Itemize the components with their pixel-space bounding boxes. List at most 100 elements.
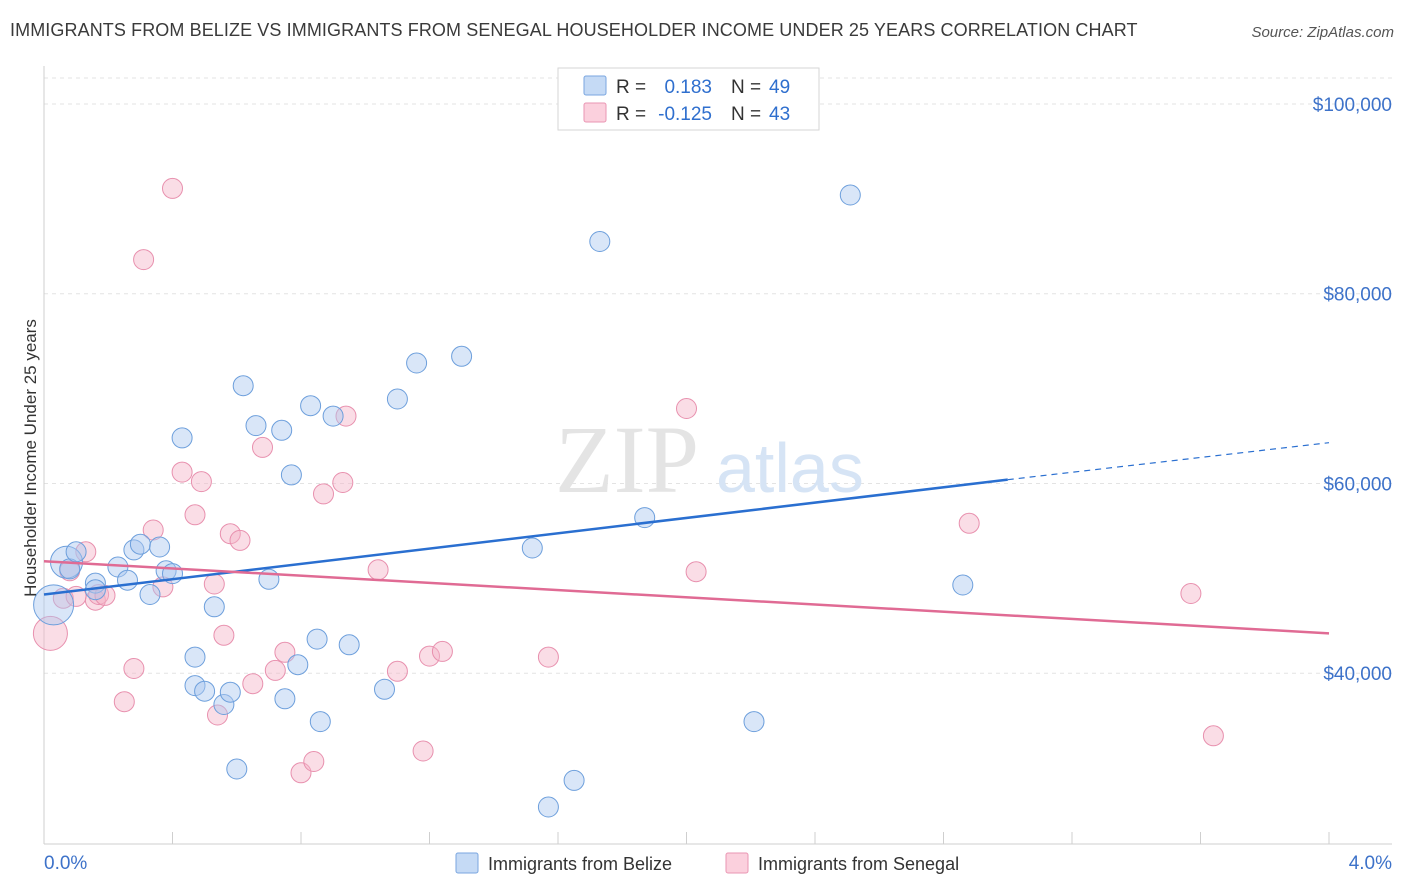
y-tick-labels: $40,000 $60,000 $80,000 $100,000 bbox=[1313, 95, 1392, 685]
senegal-point bbox=[685, 561, 707, 583]
senegal-point bbox=[313, 483, 334, 505]
axes bbox=[43, 66, 1392, 845]
belize-point bbox=[123, 539, 145, 561]
legend: R = 0.183 N = 49 R = -0.125 N = 43 bbox=[557, 67, 820, 131]
legend-swatch-senegal bbox=[583, 102, 607, 123]
senegal-point bbox=[207, 704, 228, 726]
senegal-point bbox=[142, 519, 164, 541]
belize-point bbox=[322, 405, 344, 427]
belize-point bbox=[171, 427, 193, 449]
senegal-point bbox=[264, 659, 286, 681]
belize-point bbox=[374, 678, 395, 700]
belize-point bbox=[451, 345, 473, 367]
belize-point bbox=[226, 758, 248, 780]
belize-point bbox=[743, 711, 765, 733]
senegal-point bbox=[162, 177, 183, 199]
belize-point bbox=[300, 395, 322, 417]
bottom-legend-swatch-belize bbox=[455, 852, 479, 874]
legend-r-value-belize: 0.183 bbox=[664, 77, 712, 98]
belize-point bbox=[309, 711, 331, 733]
belize-point bbox=[521, 537, 543, 559]
senegal-point bbox=[412, 740, 434, 762]
senegal-point bbox=[958, 512, 980, 534]
senegal-point bbox=[113, 691, 135, 713]
legend-n-value-belize: 49 bbox=[769, 77, 790, 98]
senegal-point bbox=[537, 646, 559, 668]
belize-points bbox=[33, 184, 974, 818]
legend-r-label-belize: R = bbox=[616, 77, 646, 98]
senegal-point bbox=[242, 673, 264, 695]
trend-lines bbox=[43, 442, 1330, 635]
belize-point bbox=[280, 464, 302, 486]
belize-point bbox=[129, 533, 151, 555]
senegal-point bbox=[133, 249, 155, 271]
belize-point bbox=[33, 584, 75, 626]
belize-point bbox=[338, 634, 360, 656]
senegal-point bbox=[431, 640, 453, 662]
bottom-legend: Immigrants from Belize Immigrants from S… bbox=[455, 852, 959, 874]
belize-point bbox=[287, 654, 309, 676]
senegal-point bbox=[203, 573, 225, 595]
bottom-legend-swatch-senegal bbox=[725, 852, 749, 874]
legend-swatch-belize bbox=[583, 75, 607, 96]
belize-point bbox=[203, 596, 225, 618]
belize-point bbox=[386, 388, 408, 410]
chart-title: IMMIGRANTS FROM BELIZE VS IMMIGRANTS FRO… bbox=[10, 20, 1138, 40]
belize-point bbox=[232, 375, 254, 397]
watermark-atlas: atlas bbox=[716, 429, 864, 507]
bottom-legend-label-senegal: Immigrants from Senegal bbox=[758, 854, 959, 874]
senegal-point bbox=[1202, 725, 1224, 747]
belize-point bbox=[537, 796, 559, 818]
senegal-point bbox=[190, 471, 212, 493]
belize-point bbox=[589, 231, 611, 252]
y-tick-label: $40,000 bbox=[1323, 664, 1392, 685]
belize-trend-line bbox=[43, 478, 1008, 596]
senegal-point bbox=[386, 660, 408, 682]
senegal-point bbox=[419, 645, 440, 667]
belize-point bbox=[271, 419, 293, 441]
senegal-point bbox=[32, 615, 68, 651]
senegal-point bbox=[303, 751, 325, 772]
senegal-point bbox=[171, 461, 193, 483]
belize-point bbox=[194, 680, 216, 702]
legend-n-label-senegal: N = bbox=[731, 104, 761, 125]
y-tick-label: $60,000 bbox=[1323, 474, 1392, 495]
belize-point bbox=[952, 574, 974, 596]
belize-point bbox=[406, 352, 428, 374]
belize-point bbox=[245, 415, 267, 437]
belize-point bbox=[213, 694, 235, 715]
senegal-point bbox=[123, 658, 145, 679]
senegal-point bbox=[676, 398, 697, 419]
y-tick-label: $80,000 bbox=[1323, 285, 1392, 306]
belize-trend-extension bbox=[1007, 442, 1330, 481]
belize-point bbox=[839, 184, 861, 206]
belize-point bbox=[184, 675, 206, 697]
x-tick-label-max: 4.0% bbox=[1349, 853, 1392, 874]
senegal-point bbox=[1180, 583, 1202, 604]
x-ticks bbox=[172, 832, 1330, 844]
watermark-zip: ZIP bbox=[555, 406, 699, 513]
legend-r-label-senegal: R = bbox=[616, 104, 646, 125]
belize-point bbox=[563, 769, 585, 791]
source-label: Source: ZipAtlas.com bbox=[1251, 24, 1394, 41]
belize-point bbox=[117, 569, 138, 591]
senegal-trend-line bbox=[43, 560, 1330, 635]
y-axis-title: Householder Income Under 25 years bbox=[21, 319, 40, 597]
belize-point bbox=[149, 536, 171, 558]
belize-point bbox=[219, 681, 241, 703]
belize-point bbox=[306, 628, 328, 650]
senegal-point bbox=[213, 624, 235, 646]
watermark: ZIP atlas bbox=[555, 406, 864, 513]
senegal-point bbox=[335, 405, 357, 427]
legend-n-label-belize: N = bbox=[731, 77, 761, 98]
senegal-point bbox=[229, 529, 251, 551]
senegal-point bbox=[184, 504, 206, 526]
legend-r-value-senegal: -0.125 bbox=[658, 104, 712, 125]
x-tick-label-min: 0.0% bbox=[44, 853, 87, 874]
senegal-point bbox=[274, 641, 296, 663]
belize-point bbox=[184, 646, 206, 668]
belize-point bbox=[65, 541, 87, 563]
y-tick-label: $100,000 bbox=[1313, 95, 1392, 116]
senegal-point bbox=[252, 436, 273, 458]
legend-n-value-senegal: 43 bbox=[769, 104, 790, 125]
